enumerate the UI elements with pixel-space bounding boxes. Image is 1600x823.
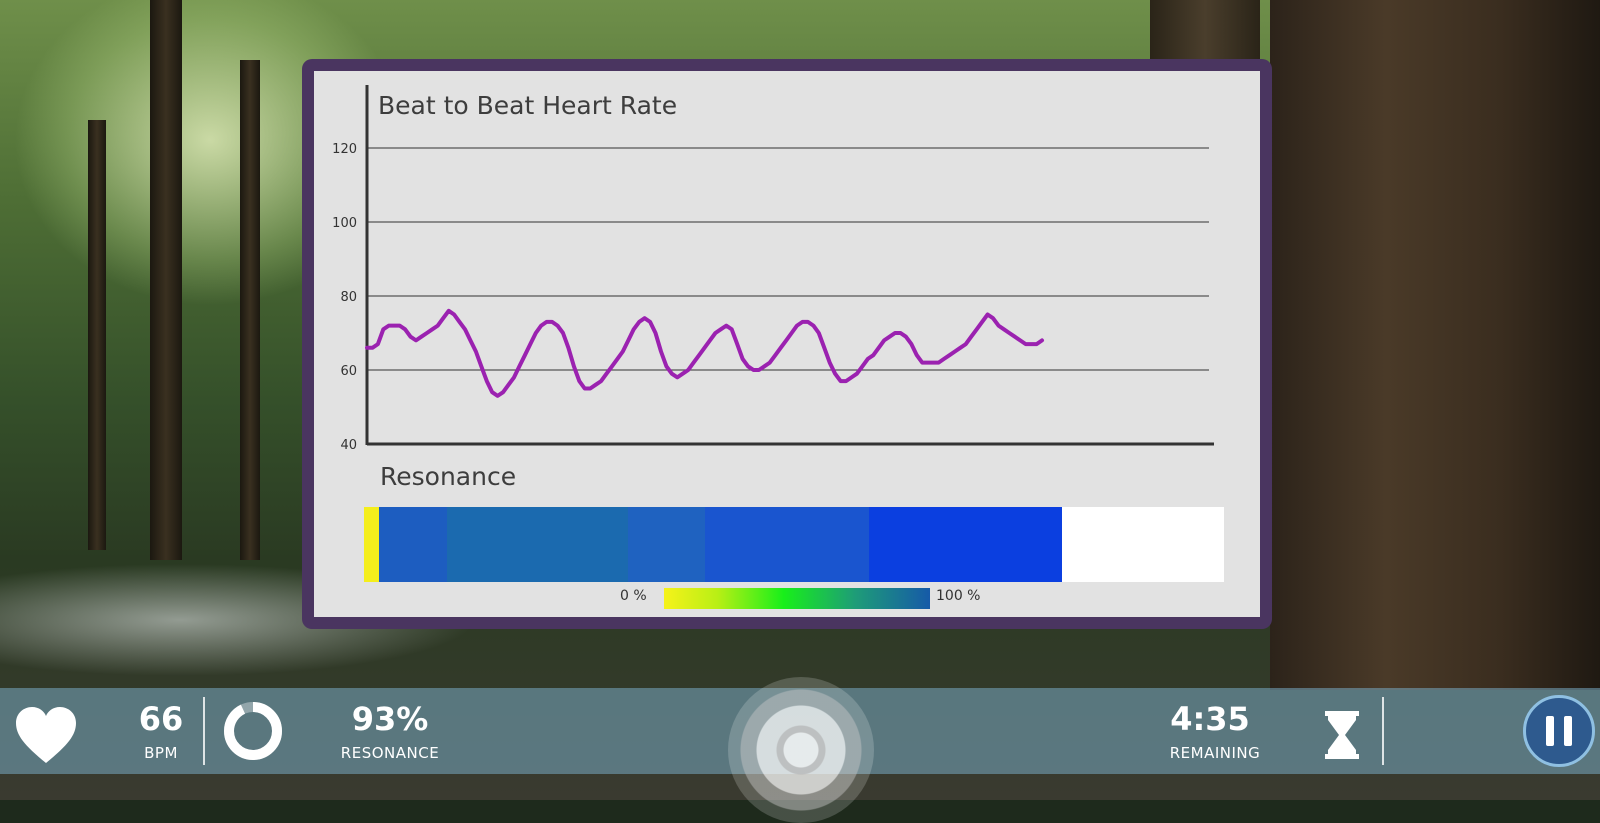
tree-trunk bbox=[1150, 0, 1260, 60]
heart-icon bbox=[16, 707, 76, 763]
heart-rate-label: BPM bbox=[144, 744, 178, 762]
heart-rate-chart: 40 60 80 100 120 bbox=[332, 85, 1214, 453]
status-divider bbox=[1382, 697, 1384, 765]
chart-panel: Beat to Beat Heart Rate 40 60 80 100 120 Res… bbox=[302, 59, 1272, 629]
large-tree-trunk bbox=[1270, 0, 1600, 690]
legend-gradient bbox=[664, 588, 930, 609]
resonance-segment bbox=[868, 507, 1062, 582]
resonance-value: 93% bbox=[351, 700, 429, 738]
heart-rate-value: 66 bbox=[138, 700, 184, 738]
resonance-segment bbox=[364, 507, 381, 582]
center-breath-button[interactable] bbox=[728, 677, 874, 823]
resonance-history-bar bbox=[364, 507, 1224, 582]
chart-title: Beat to Beat Heart Rate bbox=[378, 91, 678, 120]
resonance-segment bbox=[379, 507, 449, 582]
tree-trunk bbox=[150, 0, 182, 560]
ring-fill bbox=[224, 702, 282, 760]
hourglass-icon bbox=[1325, 711, 1359, 759]
y-tick-label: 120 bbox=[332, 142, 357, 157]
pause-icon bbox=[1564, 716, 1572, 746]
tree-trunk bbox=[240, 60, 260, 560]
time-remaining-label: REMAINING bbox=[1169, 744, 1261, 762]
y-tick-label: 80 bbox=[340, 290, 357, 305]
time-remaining-value: 4:35 bbox=[1170, 700, 1250, 738]
resonance-legend: 0 % 100 % bbox=[314, 586, 1260, 611]
y-tick-label: 40 bbox=[340, 438, 357, 453]
resonance-segment bbox=[705, 507, 870, 582]
resonance-title: Resonance bbox=[380, 462, 517, 491]
tree-trunk bbox=[88, 120, 106, 550]
legend-high-label: 100 % bbox=[936, 588, 981, 604]
heart-rate-line bbox=[365, 308, 1044, 398]
y-tick-label: 100 bbox=[332, 216, 357, 231]
pause-icon bbox=[1546, 716, 1554, 746]
resonance-ring-icon bbox=[224, 702, 282, 760]
legend-low-label: 0 % bbox=[620, 588, 647, 604]
resonance-segment bbox=[447, 507, 629, 582]
resonance-segment bbox=[628, 507, 707, 582]
resonance-label: RESONANCE bbox=[340, 744, 440, 762]
y-tick-label: 60 bbox=[340, 364, 357, 379]
status-divider bbox=[203, 697, 205, 765]
pause-button[interactable] bbox=[1523, 695, 1595, 767]
